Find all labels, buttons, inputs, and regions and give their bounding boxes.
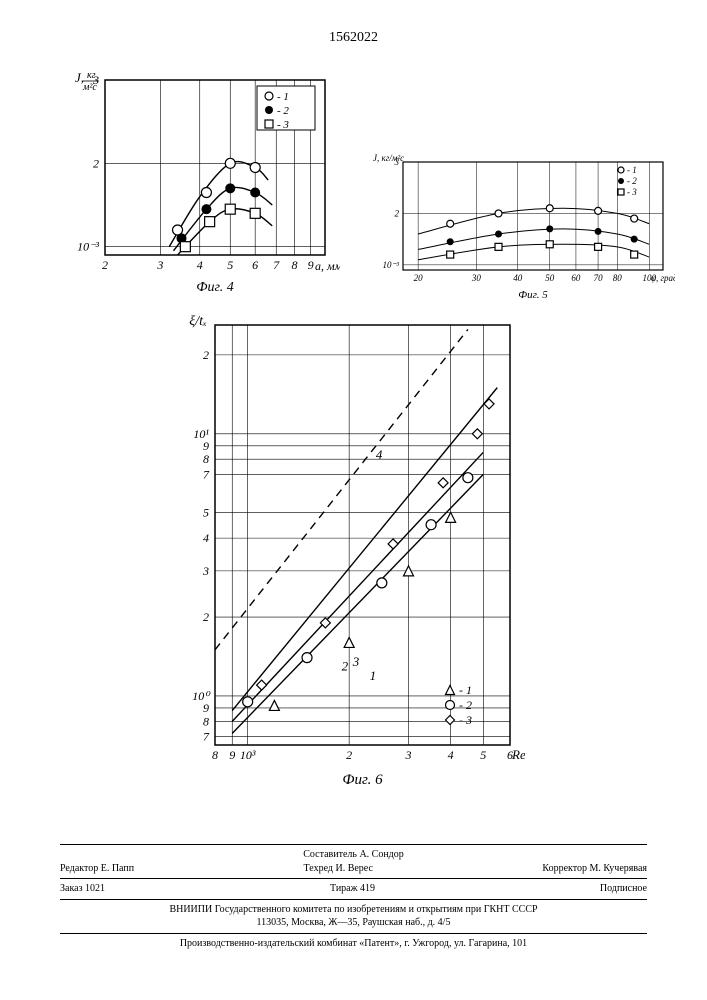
fig4-svg: 2345678910⁻³23J,кгм²сa, мм- 1- 2- 3Фиг. … <box>60 65 340 295</box>
svg-text:4: 4 <box>197 258 203 272</box>
fig6: 8910³2345678910⁰234578910¹2ξ/tₓRe4321- 1… <box>165 310 525 790</box>
org1: ВНИИПИ Государственного комитета по изоб… <box>60 903 647 917</box>
svg-text:2: 2 <box>102 258 108 272</box>
svg-text:8: 8 <box>203 714 209 728</box>
fig5: 2030405060708010010⁻³23J, кг/м²сφ, град.… <box>365 150 675 300</box>
svg-text:3: 3 <box>405 748 412 762</box>
svg-text:2: 2 <box>203 610 209 624</box>
addr1: 113035, Москва, Ж—35, Раушская наб., д. … <box>60 916 647 930</box>
svg-text:80: 80 <box>613 273 623 283</box>
svg-text:6: 6 <box>252 258 258 272</box>
techred: Техред И. Верес <box>304 862 373 876</box>
svg-text:Re: Re <box>511 747 525 762</box>
org2: Производственно-издательский комбинат «П… <box>60 937 647 951</box>
svg-text:4: 4 <box>448 748 454 762</box>
footer: Составитель А. Сондор Редактор Е. Папп Т… <box>60 841 647 950</box>
svg-text:30: 30 <box>471 273 482 283</box>
corrector: Корректор М. Кучерявая <box>542 862 647 876</box>
svg-text:8: 8 <box>203 452 209 466</box>
svg-text:5: 5 <box>227 258 233 272</box>
svg-text:ξ/tₓ: ξ/tₓ <box>189 314 207 329</box>
svg-text:- 2: - 2 <box>459 698 472 712</box>
svg-text:Фиг. 6: Фиг. 6 <box>342 772 383 788</box>
svg-text:60: 60 <box>571 273 581 283</box>
fig5-svg: 2030405060708010010⁻³23J, кг/м²сφ, град.… <box>365 150 675 300</box>
svg-text:J, кг/м²с: J, кг/м²с <box>373 153 404 163</box>
svg-text:20: 20 <box>414 273 424 283</box>
svg-text:Фиг. 5: Фиг. 5 <box>518 289 548 300</box>
svg-text:2: 2 <box>93 156 99 170</box>
order: Заказ 1021 <box>60 882 105 896</box>
svg-text:10³: 10³ <box>240 748 256 762</box>
svg-text:10⁰: 10⁰ <box>192 689 211 703</box>
svg-text:8: 8 <box>291 258 297 272</box>
svg-text:70: 70 <box>594 273 604 283</box>
svg-text:8: 8 <box>212 748 218 762</box>
svg-text:2: 2 <box>203 348 209 362</box>
svg-text:2: 2 <box>395 208 400 218</box>
svg-text:2: 2 <box>342 659 349 674</box>
svg-text:- 2: - 2 <box>277 105 289 117</box>
svg-text:- 3: - 3 <box>459 713 472 727</box>
compiler: Составитель А. Сондор <box>60 848 647 862</box>
svg-text:- 3: - 3 <box>627 187 637 197</box>
svg-text:3: 3 <box>156 258 163 272</box>
tirazh: Тираж 419 <box>330 882 375 896</box>
svg-text:- 2: - 2 <box>627 176 637 186</box>
svg-text:7: 7 <box>203 467 210 481</box>
fig6-svg: 8910³2345678910⁰234578910¹2ξ/tₓRe4321- 1… <box>165 310 525 790</box>
svg-text:50: 50 <box>545 273 555 283</box>
svg-text:10¹: 10¹ <box>193 427 209 441</box>
editor: Редактор Е. Папп <box>60 862 134 876</box>
svg-text:2: 2 <box>346 748 352 762</box>
svg-text:7: 7 <box>273 258 280 272</box>
svg-text:- 3: - 3 <box>277 119 289 131</box>
svg-text:9: 9 <box>229 748 235 762</box>
fig4: 2345678910⁻³23J,кгм²сa, мм- 1- 2- 3Фиг. … <box>60 65 340 295</box>
svg-text:Фиг. 4: Фиг. 4 <box>196 280 234 295</box>
svg-text:- 1: - 1 <box>277 91 289 103</box>
svg-text:м²с: м²с <box>82 82 97 93</box>
svg-text:7: 7 <box>203 730 210 744</box>
svg-text:4: 4 <box>203 531 209 545</box>
podpis: Подписное <box>600 882 647 896</box>
svg-text:3: 3 <box>352 654 360 669</box>
svg-text:10⁻³: 10⁻³ <box>383 260 400 270</box>
svg-text:5: 5 <box>203 506 209 520</box>
svg-text:9: 9 <box>203 701 209 715</box>
svg-text:9: 9 <box>203 439 209 453</box>
svg-text:9: 9 <box>308 258 314 272</box>
svg-text:- 1: - 1 <box>459 683 472 697</box>
svg-text:40: 40 <box>513 273 523 283</box>
doc-number: 1562022 <box>0 30 707 46</box>
svg-text:a, мм: a, мм <box>315 259 340 273</box>
svg-text:3: 3 <box>202 564 209 578</box>
svg-text:10⁻³: 10⁻³ <box>77 240 99 254</box>
svg-text:4: 4 <box>376 447 383 462</box>
svg-text:кг: кг <box>87 70 96 81</box>
svg-text:φ, град.: φ, град. <box>651 273 675 283</box>
svg-text:1: 1 <box>370 668 377 683</box>
svg-text:5: 5 <box>480 748 486 762</box>
svg-text:- 1: - 1 <box>627 165 637 175</box>
